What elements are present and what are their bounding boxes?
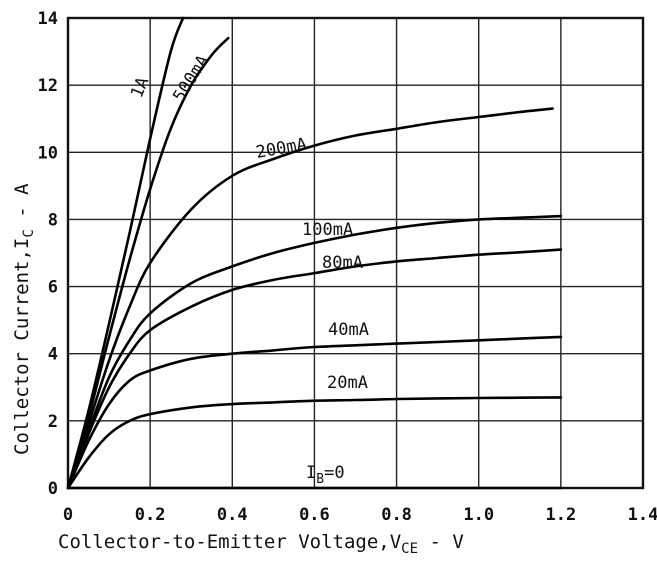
x-tick-label: 1.0	[463, 505, 494, 525]
y-tick-label: 0	[48, 479, 58, 499]
label-1a: 1A	[127, 74, 153, 100]
label-500ma: 500mA	[169, 52, 213, 106]
x-axis-title-sub: CE	[401, 541, 418, 557]
y-axis-title: Collector Current,IC - A	[11, 183, 37, 455]
curve-20ma	[66, 396, 563, 490]
ib-symbol: I	[306, 463, 316, 483]
curve-1a	[66, 16, 185, 490]
y-axis-title-tail: - A	[11, 183, 33, 229]
label-40ma: 40mA	[328, 320, 369, 340]
label-80ma: 80mA	[322, 253, 363, 273]
label-200ma: 200mA	[254, 134, 308, 163]
y-tick-label: 12	[38, 76, 58, 96]
x-tick-label: 0	[63, 505, 73, 525]
ib-subscript: B	[316, 472, 324, 487]
x-tick-label: 1.4	[628, 505, 657, 525]
y-axis-title-main: Collector Current,I	[11, 238, 33, 455]
y-tick-label: 14	[38, 9, 58, 29]
curve-200ma	[66, 107, 554, 490]
label-ib-zero: IB=0	[306, 463, 345, 487]
curve-80ma	[66, 248, 563, 490]
x-axis-title: Collector-to-Emitter Voltage,VCE - V	[58, 531, 464, 557]
x-tick-label: 0.6	[299, 505, 330, 525]
y-tick-label: 10	[38, 143, 58, 163]
y-axis-title-sub: C	[21, 229, 37, 237]
label-20ma: 20mA	[327, 373, 368, 393]
curves	[66, 16, 563, 490]
x-tick-label: 0.8	[381, 505, 412, 525]
x-axis-title-main: Collector-to-Emitter Voltage,V	[58, 531, 401, 553]
x-axis-title-tail: - V	[418, 531, 464, 553]
grid	[68, 18, 643, 488]
label-100ma: 100mA	[302, 220, 353, 240]
x-tick-label: 1.2	[545, 505, 576, 525]
y-tick-label: 4	[48, 345, 58, 365]
y-tick-label: 8	[48, 210, 58, 230]
curve-500ma	[66, 36, 230, 490]
x-tick-label: 0.4	[217, 505, 248, 525]
x-tick-label: 0.2	[135, 505, 166, 525]
tick-labels: 0 0.2 0.4 0.6 0.8 1.0 1.2 1.4 0 2 4 6 8 10 12 14	[38, 9, 657, 525]
y-tick-label: 6	[48, 278, 58, 298]
curve-100ma	[66, 214, 563, 490]
ib-equals-zero: =0	[324, 463, 344, 483]
y-tick-label: 2	[48, 412, 58, 432]
curve-40ma	[66, 335, 563, 490]
